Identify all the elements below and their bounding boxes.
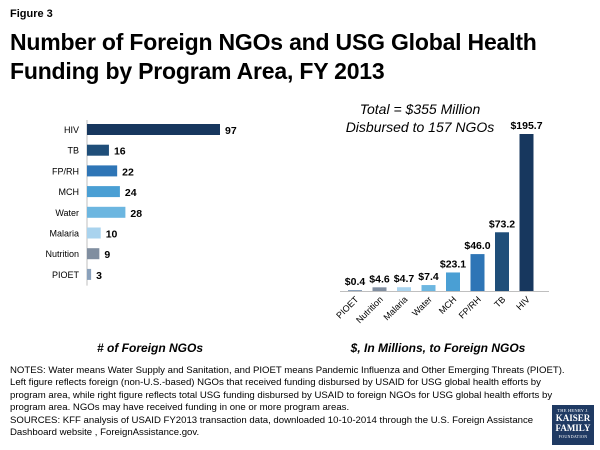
logo-line-2a: KAISER: [555, 413, 591, 423]
left-value-label: 28: [130, 208, 142, 220]
sources-text: SOURCES: KFF analysis of USAID FY2013 tr…: [10, 414, 534, 439]
right-bar: [446, 272, 460, 291]
right-category-label: Water: [410, 294, 434, 318]
left-category-label: Malaria: [49, 229, 79, 239]
right-value-label: $46.0: [464, 240, 490, 252]
right-category-label: TB: [492, 294, 507, 309]
left-category-label: PIOET: [52, 270, 80, 280]
right-bar: [421, 285, 436, 291]
notes-text: NOTES: Water means Water Supply and Sani…: [10, 365, 565, 414]
left-value-label: 3: [96, 270, 102, 282]
left-value-label: 22: [122, 166, 134, 178]
logo-line-1: THE HENRY J.: [557, 408, 589, 413]
right-category-label: FP/RH: [457, 294, 483, 320]
logo-line-3: FOUNDATION: [558, 434, 588, 439]
left-value-label: 9: [104, 249, 110, 261]
total-annotation: Total = $355 Million Disbursed to 157 NG…: [330, 100, 510, 136]
left-category-label: TB: [67, 146, 79, 156]
right-bar: [519, 134, 534, 291]
left-bar: [87, 206, 126, 218]
notes-block: NOTES: Water means Water Supply and Sani…: [10, 365, 570, 439]
figure-label: Figure 3: [10, 8, 53, 20]
left-category-label: MCH: [59, 187, 80, 197]
right-bar: [397, 287, 411, 291]
left-value-label: 24: [125, 187, 137, 199]
right-value-label: $4.7: [394, 273, 415, 285]
right-bar: [372, 287, 387, 291]
funding-chart: $0.4PIOET$4.6Nutrition$4.7Malaria$7.4Wat…: [334, 120, 549, 355]
right-value-label: $73.2: [489, 218, 515, 230]
left-axis-title: # of Foreign NGOs: [97, 341, 203, 355]
logo-line-2b: FAMILY: [555, 423, 591, 433]
right-axis-title: $, In Millions, to Foreign NGOs: [350, 341, 526, 355]
left-category-label: FP/RH: [52, 166, 79, 176]
total-line-1: Total = $355 Million: [359, 101, 481, 117]
left-bar: [87, 227, 101, 239]
right-value-label: $0.4: [345, 276, 366, 288]
left-bar: [87, 144, 109, 156]
left-bar: [87, 124, 220, 135]
left-value-label: 16: [114, 146, 126, 158]
right-value-label: $195.7: [510, 120, 542, 132]
left-category-label: Nutrition: [45, 249, 79, 259]
kff-logo: THE HENRY J. KAISER FAMILY FOUNDATION: [552, 405, 594, 445]
right-value-label: $4.6: [369, 273, 390, 285]
right-bar: [495, 232, 509, 291]
charts-canvas: HIV 97 TB 16 FP/RH 22 MCH 24 Water 28 Malaria 10 Nut…: [45, 120, 549, 355]
right-value-label: $7.4: [418, 271, 439, 283]
chart-title: Number of Foreign NGOs and USG Global He…: [10, 29, 537, 84]
right-value-label: $23.1: [440, 258, 466, 270]
left-category-label: HIV: [64, 125, 79, 135]
left-bar: [87, 268, 92, 280]
left-value-label: 10: [106, 229, 118, 241]
right-bar: [470, 254, 485, 291]
left-category-label: Water: [55, 208, 79, 218]
left-bar: [87, 165, 118, 177]
right-category-label: MCH: [437, 294, 459, 316]
left-value-label: 97: [225, 125, 237, 137]
ngo-count-chart: HIV 97 TB 16 FP/RH 22 MCH 24 Water 28 Malaria 10 Nut…: [45, 120, 237, 355]
right-category-label: Malaria: [381, 294, 409, 322]
left-bar: [87, 186, 120, 198]
total-line-2: Disbursed to 157 NGOs: [345, 119, 495, 135]
left-bar: [87, 248, 100, 260]
right-category-label: HIV: [514, 294, 532, 312]
right-bar: [348, 290, 362, 291]
right-category-label: Nutrition: [354, 294, 385, 325]
